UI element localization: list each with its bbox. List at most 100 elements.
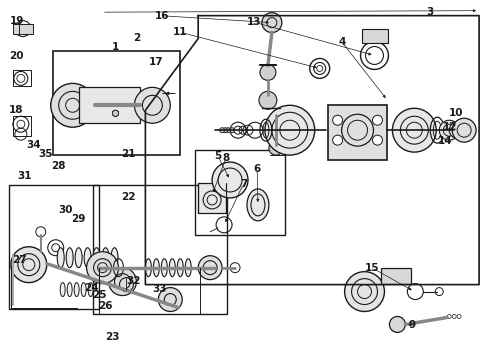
Text: 7: 7	[239, 179, 247, 189]
Circle shape	[212, 162, 247, 198]
Text: 4: 4	[338, 37, 345, 47]
Text: 20: 20	[9, 51, 24, 61]
Circle shape	[11, 247, 47, 283]
Text: 17: 17	[148, 57, 163, 67]
Circle shape	[372, 115, 382, 125]
Bar	[198, 183, 225, 213]
Bar	[381, 268, 410, 284]
Ellipse shape	[57, 248, 64, 268]
Ellipse shape	[66, 248, 73, 268]
Text: 13: 13	[246, 17, 261, 27]
Circle shape	[229, 128, 234, 133]
Circle shape	[112, 110, 118, 116]
Text: 22: 22	[121, 192, 136, 202]
Ellipse shape	[75, 248, 82, 268]
Text: 23: 23	[104, 332, 119, 342]
Bar	[195, 150, 285, 235]
Text: 11: 11	[173, 27, 187, 37]
Bar	[79, 87, 140, 123]
Ellipse shape	[102, 248, 109, 268]
Circle shape	[332, 135, 342, 145]
Text: 6: 6	[253, 164, 260, 174]
Circle shape	[344, 272, 384, 311]
Text: 29: 29	[71, 214, 85, 224]
Text: 15: 15	[364, 263, 379, 273]
Text: 34: 34	[27, 140, 41, 150]
Text: 26: 26	[98, 301, 113, 311]
Circle shape	[219, 128, 224, 133]
Ellipse shape	[111, 248, 118, 268]
Circle shape	[264, 105, 314, 155]
Ellipse shape	[161, 259, 167, 276]
Circle shape	[451, 118, 475, 142]
Bar	[92, 185, 226, 315]
Circle shape	[112, 110, 118, 116]
Text: 31: 31	[17, 171, 32, 181]
Circle shape	[134, 87, 170, 123]
Circle shape	[388, 316, 405, 332]
Text: 14: 14	[437, 136, 451, 146]
Ellipse shape	[177, 259, 183, 276]
Circle shape	[448, 122, 464, 138]
Ellipse shape	[246, 189, 268, 221]
Text: 32: 32	[126, 276, 141, 286]
Text: 33: 33	[152, 284, 166, 294]
Circle shape	[222, 128, 227, 133]
Ellipse shape	[67, 283, 72, 297]
Circle shape	[51, 84, 94, 127]
Circle shape	[112, 110, 118, 116]
Text: 1: 1	[112, 42, 119, 52]
Circle shape	[86, 252, 118, 284]
Text: 8: 8	[222, 153, 229, 163]
Circle shape	[268, 141, 282, 155]
Text: 12: 12	[442, 122, 456, 132]
Ellipse shape	[81, 283, 86, 297]
Circle shape	[262, 13, 281, 32]
Circle shape	[112, 110, 118, 116]
Circle shape	[332, 115, 342, 125]
Ellipse shape	[60, 283, 65, 297]
Ellipse shape	[185, 259, 191, 276]
Circle shape	[108, 268, 136, 296]
Ellipse shape	[93, 248, 100, 268]
Circle shape	[158, 288, 182, 311]
Text: 25: 25	[92, 290, 106, 300]
Text: 18: 18	[9, 105, 24, 115]
Circle shape	[112, 110, 118, 116]
Text: 19: 19	[9, 17, 24, 27]
Ellipse shape	[145, 259, 151, 276]
Bar	[13, 71, 31, 86]
Text: 28: 28	[51, 161, 65, 171]
Text: 24: 24	[83, 283, 98, 293]
Bar	[13, 116, 31, 136]
Ellipse shape	[88, 283, 93, 297]
Text: 10: 10	[448, 108, 463, 118]
Circle shape	[112, 110, 118, 116]
Ellipse shape	[169, 259, 175, 276]
Circle shape	[438, 120, 458, 140]
Circle shape	[372, 135, 382, 145]
Text: 30: 30	[58, 206, 72, 216]
Text: 5: 5	[214, 150, 221, 161]
Ellipse shape	[84, 248, 91, 268]
Text: 35: 35	[39, 149, 53, 159]
Text: 2: 2	[132, 33, 140, 43]
Bar	[53, 50, 180, 155]
Circle shape	[392, 108, 435, 152]
Bar	[9, 185, 99, 310]
Bar	[327, 105, 386, 160]
Text: 16: 16	[154, 11, 168, 21]
Circle shape	[198, 256, 222, 280]
Text: 9: 9	[408, 320, 415, 330]
Ellipse shape	[74, 283, 79, 297]
Circle shape	[112, 110, 118, 116]
Text: 21: 21	[121, 149, 136, 159]
Text: 3: 3	[425, 7, 432, 17]
Circle shape	[259, 91, 276, 109]
Ellipse shape	[153, 259, 159, 276]
Circle shape	[225, 128, 230, 133]
Text: 27: 27	[12, 255, 27, 265]
Bar	[361, 28, 387, 42]
Bar	[13, 24, 33, 33]
Circle shape	[260, 64, 275, 80]
